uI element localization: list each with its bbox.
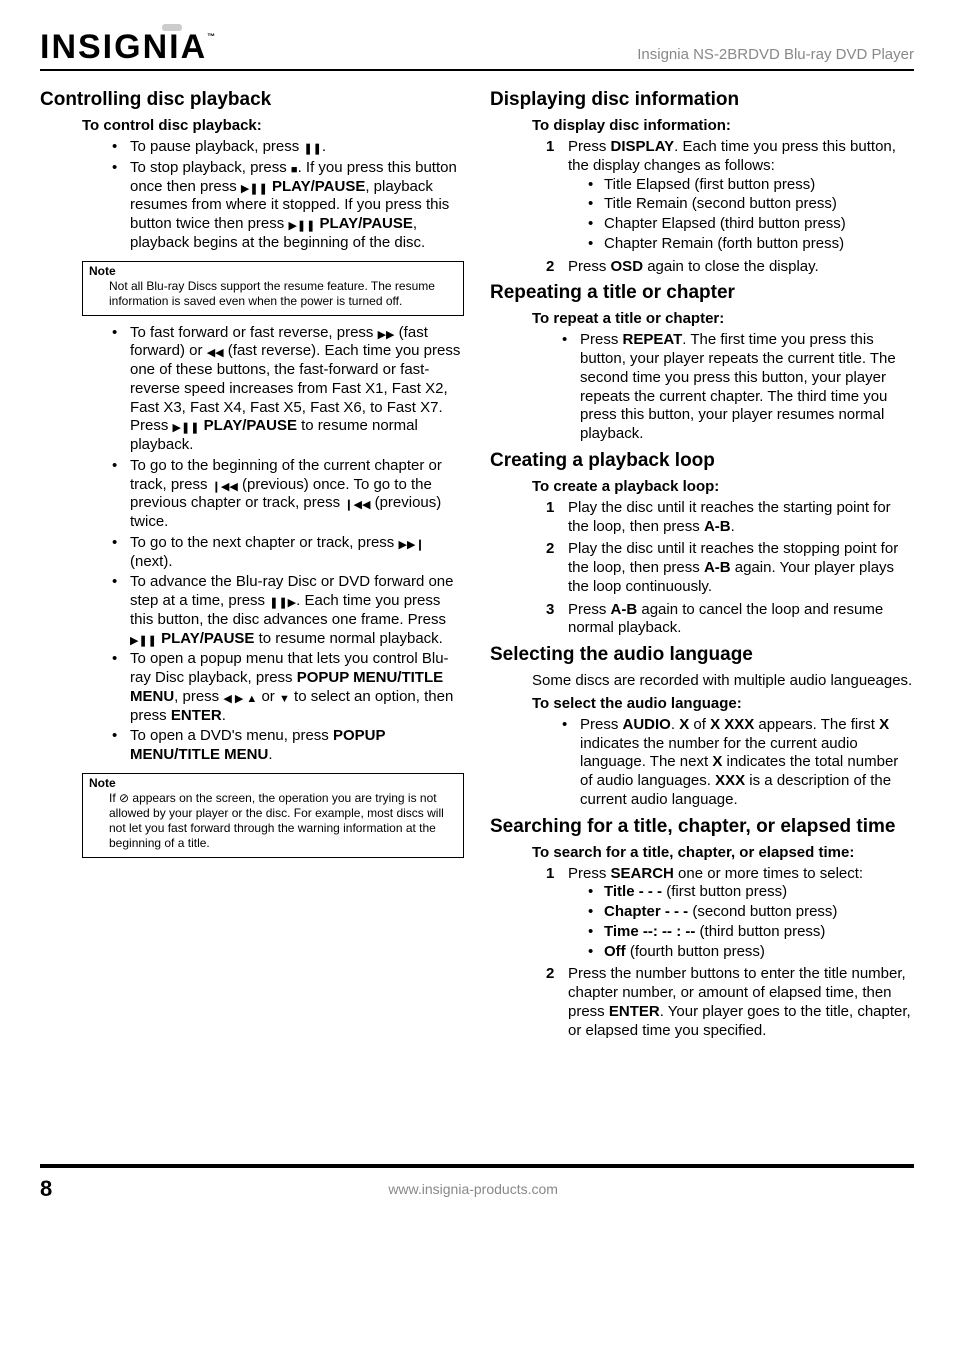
logo-text: INSIGNIA: [40, 28, 207, 66]
left-column: Controlling disc playback To control dis…: [40, 83, 464, 1044]
subheading-repeat: To repeat a title or chapter:: [532, 310, 914, 327]
bullet-audio: Press AUDIO. X of X XXX appears. The fir…: [562, 716, 914, 810]
content-columns: Controlling disc playback To control dis…: [40, 83, 914, 1044]
search-step-1: Press SEARCH one or more times to select…: [546, 865, 914, 962]
sub-off: Off (fourth button press): [588, 943, 914, 962]
note-title: Note: [89, 776, 457, 790]
page-number: 8: [40, 1176, 52, 1202]
loop-step-1: Play the disc until it reaches the start…: [546, 499, 914, 537]
sub-chapter: Chapter - - - (second button press): [588, 903, 914, 922]
rw-icon: ◀◀: [207, 348, 224, 359]
heading-loop: Creating a playback loop: [490, 450, 914, 472]
logo-accent: [162, 24, 182, 31]
loop-steps: Play the disc until it reaches the start…: [546, 499, 914, 638]
heading-search: Searching for a title, chapter, or elaps…: [490, 816, 914, 838]
product-name: Insignia NS-2BRDVD Blu-ray DVD Player: [637, 46, 914, 67]
audio-bullets: Press AUDIO. X of X XXX appears. The fir…: [562, 716, 914, 810]
logo-tm: ™: [207, 32, 217, 41]
control-bullets: To pause playback, press ❚❚. To stop pla…: [112, 138, 464, 253]
bullet-dvd-menu: To open a DVD's menu, press POPUP MENU/T…: [112, 727, 464, 765]
note-body: Not all Blu-ray Discs support the resume…: [109, 279, 457, 309]
play-pause-icon: ▶❚❚: [241, 184, 268, 195]
footer-rule: [40, 1164, 914, 1168]
prev-icon: ❙◀◀: [212, 482, 238, 493]
bullet-ff: To fast forward or fast reverse, press ▶…: [112, 324, 464, 455]
sub-chapter-remain: Chapter Remain (forth button press): [588, 235, 914, 254]
search-sub: Title - - - (first button press) Chapter…: [588, 883, 914, 961]
repeat-bullets: Press REPEAT. The first time you press t…: [562, 331, 914, 444]
heading-repeat: Repeating a title or chapter: [490, 282, 914, 304]
logo: INSIGNIA™: [40, 28, 217, 67]
footer-url: www.insignia-products.com: [388, 1181, 558, 1197]
step-icon: ❚❚▶: [269, 598, 296, 609]
subheading-control: To control disc playback:: [82, 117, 464, 134]
subheading-search: To search for a title, chapter, or elaps…: [532, 844, 914, 861]
stop-icon: ■: [291, 165, 298, 176]
bullet-next: To go to the next chapter or track, pres…: [112, 534, 464, 572]
note-resume: Note Not all Blu-ray Discs support the r…: [82, 261, 464, 316]
arrows-icon: ◀ ▶ ▲: [223, 694, 257, 705]
sub-chapter-elapsed: Chapter Elapsed (third button press): [588, 215, 914, 234]
display-sub: Title Elapsed (first button press) Title…: [588, 176, 914, 254]
heading-controlling: Controlling disc playback: [40, 89, 464, 111]
audio-para: Some discs are recorded with multiple au…: [532, 672, 914, 691]
footer: 8 www.insignia-products.com: [40, 1164, 914, 1202]
next-icon: ▶▶❙: [398, 540, 424, 551]
bullet-pause: To pause playback, press ❚❚.: [112, 138, 464, 157]
display-step-1: Press DISPLAY. Each time you press this …: [546, 138, 914, 254]
search-steps: Press SEARCH one or more times to select…: [546, 865, 914, 1041]
sub-title: Title - - - (first button press): [588, 883, 914, 902]
subheading-loop: To create a playback loop:: [532, 478, 914, 495]
header: INSIGNIA™ Insignia NS-2BRDVD Blu-ray DVD…: [40, 28, 914, 71]
pause-icon: ❚❚: [303, 144, 321, 155]
note-body: If ⊘ appears on the screen, the operatio…: [109, 791, 457, 851]
ff-icon: ▶▶: [378, 330, 395, 341]
display-steps: Press DISPLAY. Each time you press this …: [546, 138, 914, 276]
sub-title-remain: Title Remain (second button press): [588, 195, 914, 214]
right-column: Displaying disc information To display d…: [490, 83, 914, 1044]
bullet-prev: To go to the beginning of the current ch…: [112, 457, 464, 532]
bullet-repeat: Press REPEAT. The first time you press t…: [562, 331, 914, 444]
note-prohibit: Note If ⊘ appears on the screen, the ope…: [82, 773, 464, 858]
note-title: Note: [89, 264, 457, 278]
loop-step-2: Play the disc until it reaches the stopp…: [546, 540, 914, 596]
bullet-step: To advance the Blu-ray Disc or DVD forwa…: [112, 573, 464, 648]
sub-time: Time --: -- : -- (third button press): [588, 923, 914, 942]
bullet-stop: To stop playback, press ■. If you press …: [112, 159, 464, 253]
play-pause-icon: ▶❚❚: [130, 636, 157, 647]
subheading-audio: To select the audio language:: [532, 695, 914, 712]
footer-row: 8 www.insignia-products.com: [40, 1176, 914, 1202]
play-pause-icon: ▶❚❚: [288, 221, 315, 232]
display-step-2: Press OSD again to close the display.: [546, 258, 914, 277]
subheading-display: To display disc information:: [532, 117, 914, 134]
sub-title-elapsed: Title Elapsed (first button press): [588, 176, 914, 195]
play-pause-icon: ▶❚❚: [173, 423, 200, 434]
loop-step-3: Press A-B again to cancel the loop and r…: [546, 601, 914, 639]
search-step-2: Press the number buttons to enter the ti…: [546, 965, 914, 1040]
prohibit-icon: ⊘: [119, 791, 129, 805]
heading-display: Displaying disc information: [490, 89, 914, 111]
bullet-popup: To open a popup menu that lets you contr…: [112, 650, 464, 725]
control-bullets-2: To fast forward or fast reverse, press ▶…: [112, 324, 464, 765]
prev-icon: ❙◀◀: [344, 500, 370, 511]
heading-audio: Selecting the audio language: [490, 644, 914, 666]
down-icon: ▼: [279, 694, 290, 705]
